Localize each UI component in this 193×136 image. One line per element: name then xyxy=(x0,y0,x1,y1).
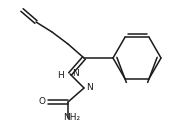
Text: N: N xyxy=(86,83,93,92)
Text: H: H xyxy=(58,70,64,80)
Text: N: N xyxy=(72,69,79,78)
Text: NH₂: NH₂ xyxy=(63,114,80,123)
Text: O: O xyxy=(38,98,46,106)
